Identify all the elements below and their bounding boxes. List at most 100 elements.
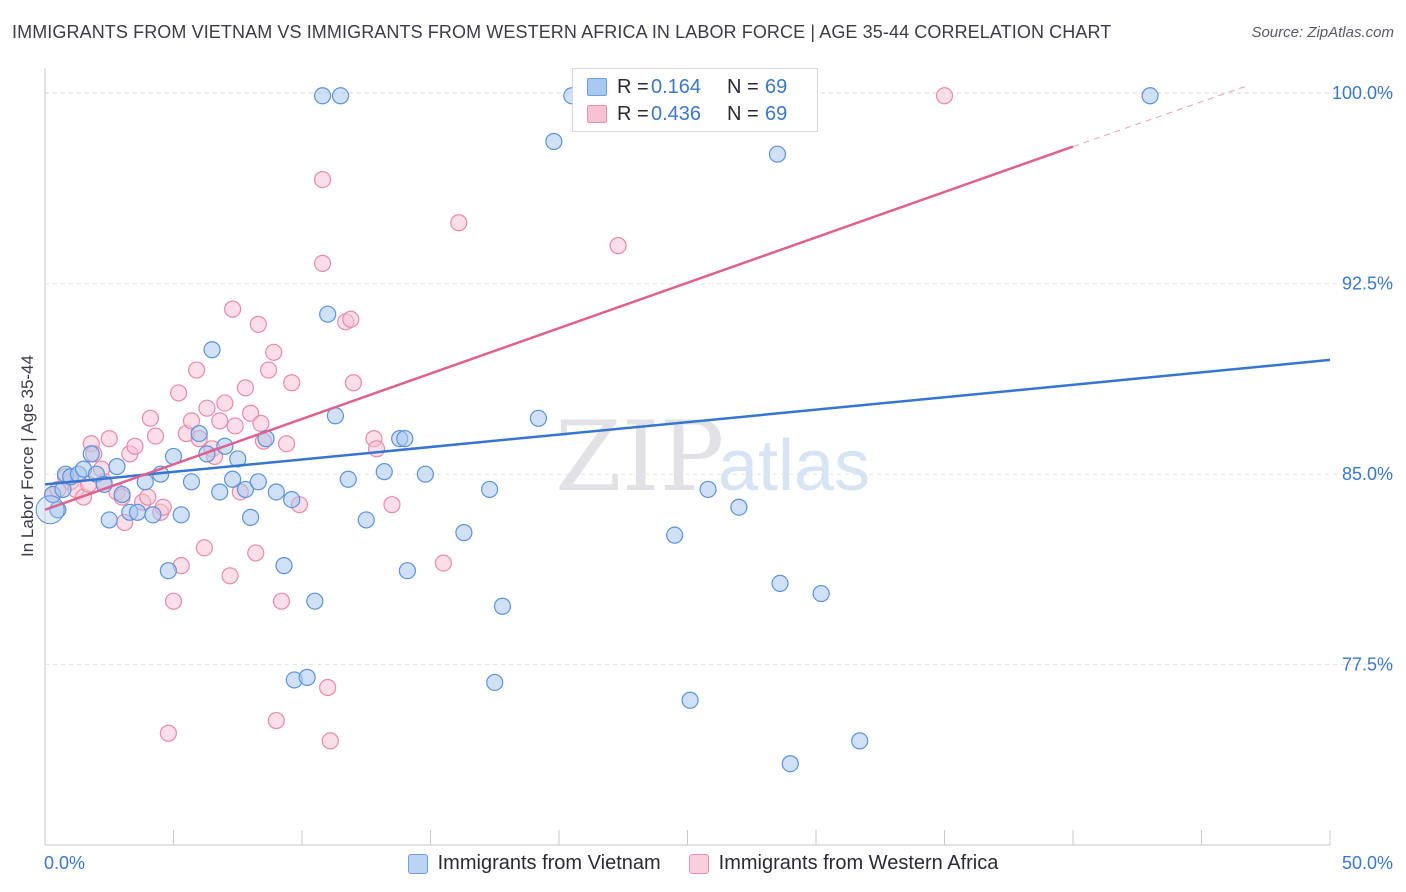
series-legend: Immigrants from Vietnam Immigrants from …	[0, 852, 1406, 875]
point-vietnam	[545, 132, 563, 151]
point-vietnam	[681, 691, 699, 709]
watermark-zip: ZIP	[555, 401, 724, 513]
watermark-atlas: atlas	[718, 426, 870, 506]
point-vietnam	[211, 483, 229, 501]
legend-swatch-western-africa	[688, 853, 709, 874]
point-western-africa	[935, 87, 954, 105]
chart-title: IMMIGRANTS FROM VIETNAM VS IMMIGRANTS FR…	[12, 22, 1112, 42]
point-western-africa	[283, 374, 301, 392]
point-vietnam	[306, 592, 324, 610]
point-western-africa	[224, 300, 242, 318]
point-vietnam	[229, 450, 247, 468]
x-tick-label: 50.0%	[1342, 853, 1393, 873]
point-vietnam	[768, 145, 787, 163]
legend-r-value: 0.436	[651, 102, 702, 125]
point-western-africa	[100, 430, 118, 448]
y-tick-label: 92.5%	[1342, 274, 1393, 294]
point-vietnam	[812, 584, 830, 603]
point-vietnam	[283, 490, 301, 509]
point-vietnam	[851, 732, 869, 750]
point-vietnam	[398, 562, 416, 580]
point-vietnam	[1141, 87, 1159, 105]
point-western-africa	[259, 361, 278, 379]
legend-row-western-africa: R = 0.436 N = 69	[587, 102, 787, 126]
axes	[44, 68, 1331, 846]
series-western-africa-points	[44, 87, 954, 750]
point-western-africa	[188, 361, 206, 379]
watermark: ZIP atlas	[555, 401, 870, 513]
point-vietnam	[666, 526, 684, 544]
point-western-africa	[265, 343, 283, 361]
point-western-africa	[226, 417, 244, 435]
point-western-africa	[249, 315, 267, 333]
legend-label-vietnam: Immigrants from Vietnam	[437, 852, 661, 874]
point-western-africa	[170, 384, 188, 402]
legend-swatch-vietnam	[407, 853, 428, 874]
point-vietnam	[319, 305, 337, 323]
point-western-africa	[126, 437, 144, 455]
point-western-africa	[141, 409, 159, 427]
point-western-africa	[216, 394, 234, 412]
point-western-africa	[247, 544, 265, 562]
point-western-africa	[267, 711, 285, 730]
point-vietnam	[182, 473, 201, 491]
trend-line-western-africa-extension	[1072, 85, 1248, 148]
point-western-africa	[367, 440, 386, 458]
trend-line-western-africa	[44, 145, 1074, 511]
point-vietnam	[128, 503, 147, 521]
trend-lines	[44, 85, 1331, 511]
point-western-africa	[236, 379, 255, 397]
point-vietnam	[172, 506, 190, 524]
legend-r-label: R =	[617, 75, 649, 98]
point-western-africa	[159, 724, 177, 742]
point-western-africa	[277, 435, 296, 453]
point-western-africa	[164, 592, 183, 610]
point-vietnam	[396, 430, 414, 448]
point-western-africa	[198, 399, 216, 417]
y-tick-label: 100.0%	[1332, 83, 1393, 103]
point-western-africa	[146, 427, 165, 445]
point-vietnam	[203, 341, 221, 359]
point-vietnam	[242, 508, 260, 526]
y-axis-label: In Labor Force | Age 35-44	[18, 355, 37, 557]
point-vietnam	[481, 480, 499, 499]
point-vietnam	[455, 524, 473, 542]
point-vietnam	[493, 597, 512, 615]
point-vietnam	[159, 562, 177, 580]
point-vietnam	[781, 755, 799, 773]
point-vietnam	[331, 87, 350, 105]
point-vietnam	[339, 470, 357, 488]
point-vietnam	[267, 483, 285, 501]
trend-line-vietnam	[44, 358, 1331, 486]
point-vietnam	[298, 668, 316, 686]
point-vietnam	[730, 498, 748, 516]
legend-n-value: 69	[765, 102, 788, 125]
point-vietnam	[144, 506, 162, 524]
point-western-africa	[211, 412, 229, 430]
point-western-africa	[434, 554, 452, 572]
point-western-africa	[313, 254, 332, 273]
legend-label-western-africa: Immigrants from Western Africa	[718, 852, 999, 874]
legend-r-value: 0.164	[651, 75, 702, 98]
point-vietnam	[486, 673, 504, 692]
point-western-africa	[321, 732, 339, 750]
point-western-africa	[272, 592, 291, 610]
point-vietnam	[108, 457, 126, 476]
point-vietnam	[113, 485, 131, 504]
tick-labels: 77.5% 85.0% 92.5% 100.0% 0.0% 50.0%	[44, 83, 1393, 873]
point-western-africa	[195, 539, 213, 557]
point-vietnam	[357, 511, 375, 529]
point-vietnam	[375, 463, 393, 481]
point-vietnam	[236, 480, 255, 499]
point-western-africa	[313, 170, 332, 189]
legend-swatch-western-africa	[587, 105, 607, 123]
stats-legend: R = 0.164 N = 69 R = 0.436 N = 69	[572, 68, 818, 132]
series-vietnam-points	[35, 87, 1159, 773]
grid-lines	[45, 92, 1395, 666]
legend-row-vietnam: R = 0.164 N = 69	[587, 75, 787, 99]
point-western-africa	[342, 310, 360, 328]
point-vietnam	[529, 409, 548, 427]
point-western-africa	[221, 567, 239, 585]
point-vietnam	[275, 557, 293, 575]
